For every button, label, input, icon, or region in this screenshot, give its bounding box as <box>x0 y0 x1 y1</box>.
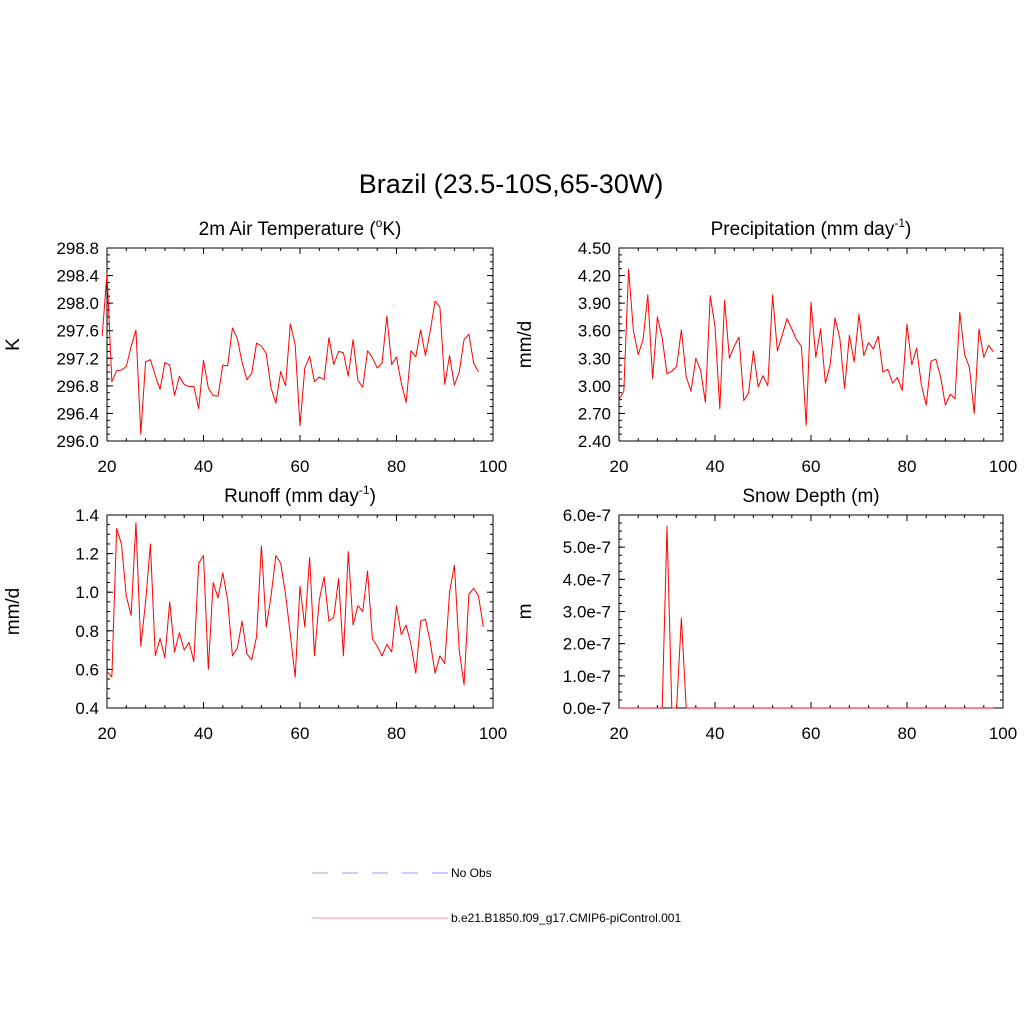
x-tick-label: 80 <box>898 457 917 476</box>
series-line <box>106 522 484 686</box>
panel-temperature: 2m Air Temperature (oK) K 20 40 60 80 100 296.0… <box>3 216 507 476</box>
panel-title-main: 2m Air Temperature ( <box>199 219 377 240</box>
panel-snow-depth: Snow Depth (m) m 20 40 60 80 100 0.0e-7 1.0e-7 2.… <box>515 486 1017 743</box>
y-tick-label: 296.4 <box>56 404 99 423</box>
panel-title-end: ) <box>370 486 376 507</box>
plot-frame <box>106 247 494 442</box>
y-tick-label: 1.2 <box>75 545 99 564</box>
y-tick-label: 3.00 <box>578 377 611 396</box>
x-tick-label: 100 <box>479 457 507 476</box>
y-tick-label: 4.0e-7 <box>563 570 611 589</box>
x-tick-label: 20 <box>98 457 117 476</box>
y-tick-label: 297.6 <box>56 322 99 341</box>
y-axis-label: K <box>3 338 24 351</box>
x-tick-label: 80 <box>898 724 917 743</box>
plot-frame <box>618 514 1004 709</box>
y-axis-label: m <box>515 604 536 620</box>
x-tick-label: 20 <box>610 457 629 476</box>
series-line <box>618 268 994 426</box>
panel-title-main: Precipitation (mm day <box>711 219 895 240</box>
panel-title: 2m Air Temperature (oK) <box>199 216 402 240</box>
legend: No Obs b.e21.B1850.f09_g17.CMIP6-piContro… <box>312 866 681 925</box>
x-tick-label: 60 <box>291 724 310 743</box>
panel-runoff: Runoff (mm day-1) mm/d 20 40 60 80 100 0.4 0.6 0.… <box>3 483 507 743</box>
page-title: Brazil (23.5-10S,65-30W) <box>359 169 664 199</box>
panel-title: Precipitation (mm day-1) <box>711 216 912 240</box>
panel-title-main: Runoff (mm day <box>224 486 359 507</box>
x-tick-label: 20 <box>610 724 629 743</box>
panel-title: Runoff (mm day-1) <box>224 483 376 507</box>
y-tick-label: 0.6 <box>75 660 99 679</box>
legend-label: b.e21.B1850.f09_g17.CMIP6-piControl.001 <box>451 911 681 925</box>
series-line <box>619 525 994 709</box>
y-tick-label: 6.0e-7 <box>563 506 611 525</box>
x-tick-label: 80 <box>387 724 406 743</box>
x-tick-label: 40 <box>706 724 725 743</box>
legend-item: b.e21.B1850.f09_g17.CMIP6-piControl.001 <box>312 911 681 925</box>
panel-precipitation: Precipitation (mm day-1) mm/d 20 40 60 80 100 2… <box>515 216 1017 476</box>
x-tick-label: 100 <box>479 724 507 743</box>
panel-title: Snow Depth (m) <box>742 486 879 507</box>
x-tick-label: 100 <box>989 724 1017 743</box>
panel-title-sup: o <box>376 216 383 230</box>
y-tick-label: 2.40 <box>578 432 611 451</box>
y-tick-label: 5.0e-7 <box>563 538 611 557</box>
y-tick-label: 4.50 <box>578 239 611 258</box>
y-tick-label: 4.20 <box>578 267 611 286</box>
panel-title-sup: -1 <box>894 216 905 230</box>
panel-title-end: K) <box>382 219 401 240</box>
y-tick-label: 298.4 <box>56 267 99 286</box>
series-line <box>101 273 479 435</box>
y-tick-label: 296.0 <box>56 432 99 451</box>
y-tick-label: 298.8 <box>56 239 99 258</box>
y-tick-label: 3.30 <box>578 349 611 368</box>
x-tick-label: 60 <box>291 457 310 476</box>
x-tick-label: 80 <box>387 457 406 476</box>
y-tick-label: 2.70 <box>578 404 611 423</box>
x-tick-label: 60 <box>802 457 821 476</box>
y-tick-label: 0.8 <box>75 622 99 641</box>
x-tick-label: 60 <box>802 724 821 743</box>
legend-item: No Obs <box>312 866 492 880</box>
y-tick-label: 1.0e-7 <box>563 667 611 686</box>
legend-label: No Obs <box>451 866 492 880</box>
x-tick-label: 40 <box>706 457 725 476</box>
panel-title-main: Snow Depth (m) <box>742 486 879 507</box>
y-tick-label: 0.4 <box>75 699 99 718</box>
panel-title-end: ) <box>905 219 911 240</box>
y-tick-label: 297.2 <box>56 349 99 368</box>
panel-title-sup: -1 <box>359 483 370 497</box>
plot-frame <box>106 514 494 709</box>
y-tick-label: 296.8 <box>56 377 99 396</box>
y-tick-label: 3.60 <box>578 322 611 341</box>
y-axis-label: mm/d <box>515 321 536 369</box>
y-tick-label: 2.0e-7 <box>563 635 611 654</box>
y-tick-label: 1.0 <box>75 583 99 602</box>
x-tick-label: 40 <box>194 457 213 476</box>
x-tick-label: 100 <box>989 457 1017 476</box>
y-axis-label: mm/d <box>3 588 24 636</box>
y-tick-label: 0.0e-7 <box>563 699 611 718</box>
y-tick-label: 1.4 <box>75 506 99 525</box>
y-tick-label: 3.0e-7 <box>563 603 611 622</box>
y-tick-label: 3.90 <box>578 294 611 313</box>
plot-frame <box>618 247 1004 442</box>
panels: 2m Air Temperature (oK) K 20 40 60 80 100 296.0… <box>3 216 1017 743</box>
x-tick-label: 40 <box>194 724 213 743</box>
x-tick-label: 20 <box>98 724 117 743</box>
y-tick-label: 298.0 <box>56 294 99 313</box>
